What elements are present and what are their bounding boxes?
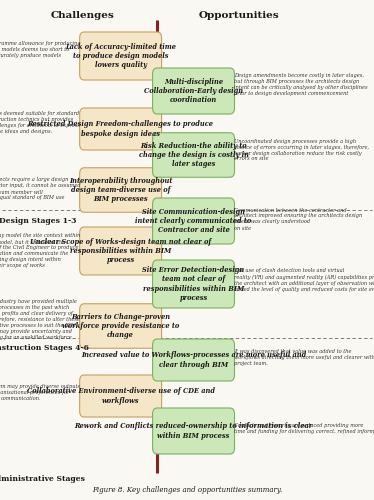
Text: Restricted Design Freedom-challenges to produce
bespoke design ideas: Restricted Design Freedom-challenges to … (28, 120, 214, 138)
Text: Design Stages 1-3: Design Stages 1-3 (0, 217, 76, 225)
Text: The project team may provide diverse outputs
due to organisational preferences f: The project team may provide diverse out… (0, 384, 80, 401)
FancyBboxPatch shape (153, 133, 234, 178)
Text: Figure 8. Key challenges and opportunities summary.: Figure 8. Key challenges and opportuniti… (92, 486, 282, 494)
Text: BIM related projects require a large design
team and sub-contractor input, it ca: BIM related projects require a large des… (0, 178, 80, 201)
Text: Interoperability throughout
design team-diverse use of
BIM processes: Interoperability throughout design team-… (69, 177, 172, 203)
Text: It was discovered that value was added to the
workflows directing them more usef: It was discovered that value was added t… (234, 349, 374, 366)
Text: BIM software was deemed suitable for standard
building construction technics but: BIM software was deemed suitable for sta… (0, 111, 80, 134)
FancyBboxPatch shape (153, 408, 234, 454)
FancyBboxPatch shape (80, 168, 162, 212)
Text: Challenges: Challenges (50, 12, 114, 20)
Text: Uncoordinated design processes provide a high
chance of errors occurring in late: Uncoordinated design processes provide a… (234, 138, 369, 162)
Text: Collaborative Environment-diverse use of CDE and
workflows: Collaborative Environment-diverse use of… (27, 388, 215, 404)
Text: The AEC industry have provided multiple
proven processes in the past which
produ: The AEC industry have provided multiple … (0, 300, 80, 341)
Text: Lack of Accuracy-limited time
to produce design models
lowers quality: Lack of Accuracy-limited time to produce… (65, 43, 176, 69)
Text: Conflicts and reworks are reduced providing more
time and funding for delivering: Conflicts and reworks are reduced provid… (234, 424, 374, 434)
FancyBboxPatch shape (80, 227, 162, 275)
FancyBboxPatch shape (153, 198, 234, 244)
FancyBboxPatch shape (80, 108, 162, 150)
FancyBboxPatch shape (80, 32, 162, 80)
Text: Construction Stages 4-6: Construction Stages 4-6 (0, 344, 89, 352)
Text: Site Error Detection-design
team not clear of
responsibilities within BIM
proces: Site Error Detection-design team not cle… (142, 266, 245, 302)
Text: Barriers to Change-proven
workforce provide resistance to
change: Barriers to Change-proven workforce prov… (62, 313, 179, 339)
Text: Design amendments become costly in later stages,
but through BIM processes the a: Design amendments become costly in later… (234, 74, 367, 96)
FancyBboxPatch shape (153, 68, 234, 114)
FancyBboxPatch shape (80, 304, 162, 348)
FancyBboxPatch shape (80, 375, 162, 417)
Text: Increased value to Workflows-processes are more useful and
clear through BIM: Increased value to Workflows-processes a… (81, 352, 306, 368)
Text: Opportunities: Opportunities (199, 12, 280, 20)
Text: Early programme allowance for producing
design models deems too short to
accurat: Early programme allowance for producing … (0, 42, 80, 58)
Text: The use of clash detection tools and virtual
reality (VR) and augmented reality : The use of clash detection tools and vir… (234, 268, 374, 291)
FancyBboxPatch shape (153, 260, 234, 308)
Text: Risk Reduction-the ability to
change the design is costly in
later stages: Risk Reduction-the ability to change the… (138, 142, 249, 168)
FancyBboxPatch shape (153, 339, 234, 381)
Text: Rework and Conflicts reduced-ownership to information is clear
within BIM proces: Rework and Conflicts reduced-ownership t… (74, 422, 313, 440)
Text: Unclear Scope of Works-design team not clear of
responsibilities within BIM
proc: Unclear Scope of Works-design team not c… (30, 238, 211, 264)
Text: Communication between the contractor and
architect improved ensuring the archite: Communication between the contractor and… (234, 208, 362, 231)
Text: Administrative Stages: Administrative Stages (0, 475, 85, 483)
Text: Multi-discipline
Collaboration-Early design
coordination: Multi-discipline Collaboration-Early des… (144, 78, 243, 104)
Text: Site Communication-design
intent clearly communicated to
Contractor and site: Site Communication-design intent clearly… (135, 208, 252, 234)
Text: The architect may model the site context within
the BIM model, but it should be : The architect may model the site context… (0, 234, 80, 268)
